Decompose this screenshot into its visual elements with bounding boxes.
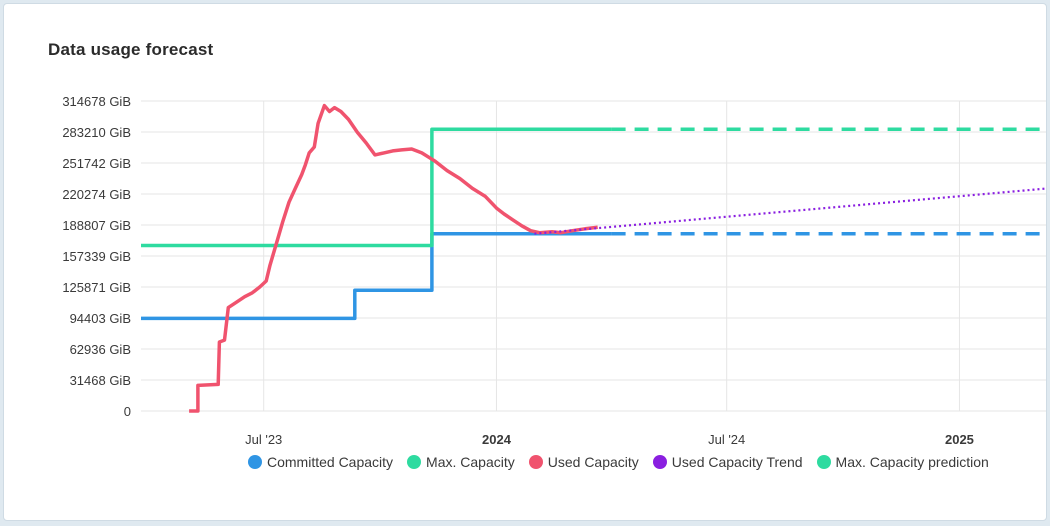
used-capacity-trend-line bbox=[534, 187, 1046, 235]
legend-label: Max. Capacity prediction bbox=[835, 454, 989, 470]
y-tick-label: 220274 GiB bbox=[62, 187, 131, 202]
legend-dot bbox=[528, 455, 543, 469]
y-tick-label: 62936 GiB bbox=[70, 342, 131, 357]
x-tick-label: 2024 bbox=[482, 432, 512, 447]
legend-label: Used Capacity bbox=[547, 454, 639, 470]
legend-item[interactable]: Used Capacity Trend bbox=[652, 454, 803, 470]
chart-title: Data usage forecast bbox=[48, 40, 214, 59]
legend-dot bbox=[816, 455, 831, 469]
committed-capacity-line bbox=[141, 231, 612, 321]
max-capacity-line bbox=[141, 127, 612, 248]
legend-item[interactable]: Committed Capacity bbox=[248, 454, 393, 470]
y-tick-label: 251742 GiB bbox=[62, 156, 131, 171]
y-tick-label: 283210 GiB bbox=[62, 125, 131, 140]
y-tick-label: 157339 GiB bbox=[62, 249, 131, 264]
legend-item[interactable]: Used Capacity bbox=[528, 454, 639, 470]
x-tick-label: Jul '24 bbox=[708, 432, 745, 447]
y-tick-label: 0 bbox=[124, 404, 131, 419]
legend-label: Committed Capacity bbox=[267, 454, 394, 470]
chart-legend: Committed Capacity Max. Capacity Used Capa… bbox=[248, 454, 1046, 470]
legend-label: Used Capacity Trend bbox=[671, 454, 803, 470]
x-tick-label: Jul '23 bbox=[245, 432, 282, 447]
legend-label: Max. Capacity bbox=[426, 454, 515, 470]
y-tick-label: 31468 GiB bbox=[70, 373, 131, 388]
legend-dot bbox=[248, 455, 262, 469]
y-tick-label: 314678 GiB bbox=[62, 94, 131, 109]
y-tick-label: 188807 GiB bbox=[62, 218, 131, 233]
legend-item[interactable]: Max. Capacity bbox=[407, 454, 515, 470]
legend-dot bbox=[407, 455, 422, 469]
used-capacity-line bbox=[189, 103, 598, 413]
legend-dot bbox=[652, 455, 667, 469]
legend-item[interactable]: Max. Capacity prediction bbox=[816, 454, 989, 470]
y-tick-label: 125871 GiB bbox=[62, 280, 131, 295]
y-tick-label: 94403 GiB bbox=[70, 311, 131, 326]
x-tick-label: 2025 bbox=[945, 432, 974, 447]
chart-card: Data usage forecast 0 31468 GiB 62936 GiB 9… bbox=[3, 3, 1047, 521]
chart-canvas: 0 31468 GiB 62936 GiB 94403 GiB 125871 GiB 15… bbox=[62, 94, 1046, 447]
